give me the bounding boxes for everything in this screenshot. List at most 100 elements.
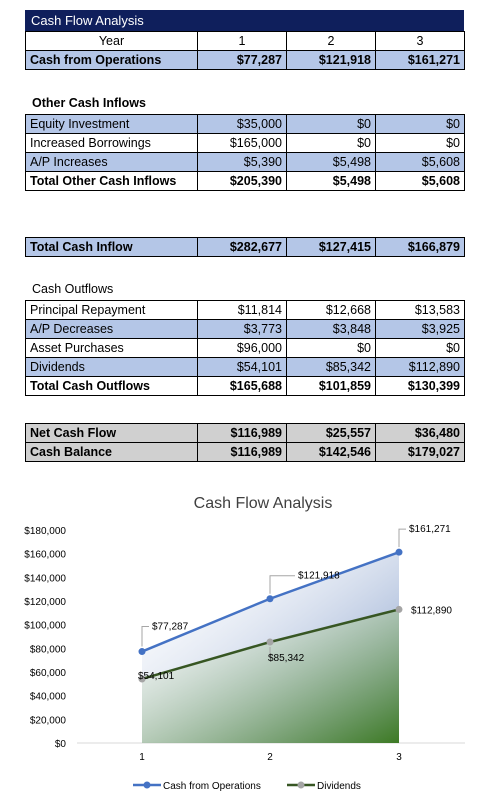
cell: $101,859 [286,376,376,396]
legend-label: Dividends [317,781,361,792]
y-tick-label: $40,000 [30,692,67,703]
leader-line [269,575,295,594]
cell: $12,668 [286,300,376,320]
cell: $96,000 [197,338,287,358]
data-point [266,595,274,603]
leader-line [398,528,406,548]
cell: $0 [375,133,465,153]
cell: $5,498 [286,152,376,172]
legend-label: Cash from Operations [163,781,261,792]
chart-legend: Cash from Operations Dividends [133,781,361,792]
total-cash-outflows-row: Total Cash Outflows $165,688 $101,859 $1… [25,376,465,396]
total-cash-inflow-row: Total Cash Inflow $282,677 $127,415 $166… [25,237,465,257]
y-tick-label: $20,000 [30,715,67,726]
cell: $112,890 [375,357,465,377]
cell: $116,989 [197,423,287,443]
cell: $165,000 [197,133,287,153]
year-2: 2 [286,31,376,51]
sheet-title-banner: Cash Flow Analysis [25,10,464,31]
table-row: A/P Increases $5,390 $5,498 $5,608 [25,152,465,172]
cell: $36,480 [375,423,465,443]
year-header-row: Year 1 2 3 [25,31,465,51]
data-point [395,605,403,613]
row-label: Total Cash Inflow [25,237,198,257]
cash-from-operations-row: Cash from Operations $77,287 $121,918 $1… [25,50,465,70]
year-label: Year [25,31,198,51]
other-inflows-table: Equity Investment $35,000 $0 $0 Increase… [25,114,465,191]
area-dividends [142,609,399,743]
cell: $54,101 [197,357,287,377]
cell: $179,027 [375,442,465,462]
table-row: Dividends $54,101 $85,342 $112,890 [25,357,465,377]
row-label: A/P Decreases [25,319,198,339]
row-label: Increased Borrowings [25,133,198,153]
cell: $35,000 [197,114,287,134]
cell: $161,271 [375,50,465,70]
cell: $282,677 [197,237,287,257]
table-row: Increased Borrowings $165,000 $0 $0 [25,133,465,153]
cell: $0 [375,338,465,358]
chart-data-labels: $77,287 $121,918 $161,271 $54,101 $85,342 $11… [138,524,452,682]
cell: $3,925 [375,319,465,339]
data-point [138,675,146,683]
total-inflow-table: Total Cash Inflow $282,677 $127,415 $166… [25,237,465,257]
cash-outflows-table: Principal Repayment $11,814 $12,668 $13,… [25,300,465,396]
x-axis: 1 2 3 [77,742,465,763]
cell: $3,773 [197,319,287,339]
y-axis: $0 $20,000 $40,000 $60,000 $80,000 $100,000 $1… [24,526,66,750]
x-tick-label: 2 [267,752,273,763]
total-other-inflows-row: Total Other Cash Inflows $205,390 $5,498… [25,171,465,191]
y-tick-label: $180,000 [24,526,66,537]
row-label: Asset Purchases [25,338,198,358]
data-point [395,548,403,556]
cell: $127,415 [286,237,376,257]
cell: $13,583 [375,300,465,320]
row-label: Dividends [25,357,198,377]
cell: $0 [286,338,376,358]
table-row: A/P Decreases $3,773 $3,848 $3,925 [25,319,465,339]
net-cash-flow-row: Net Cash Flow $116,989 $25,557 $36,480 [25,423,465,443]
net-cash-table: Net Cash Flow $116,989 $25,557 $36,480 C… [25,423,465,462]
row-label: Cash from Operations [25,50,198,70]
cell: $3,848 [286,319,376,339]
operations-table: Year 1 2 3 Cash from Operations $77,287 … [25,31,465,70]
cell: $5,498 [286,171,376,191]
y-tick-label: $160,000 [24,550,66,561]
cell: $205,390 [197,171,287,191]
y-tick-label: $80,000 [30,644,67,655]
cell: $165,688 [197,376,287,396]
cell: $25,557 [286,423,376,443]
cash-flow-chart: Cash Flow Analysis $0 $20,000 $40,000 $60,0… [24,495,465,792]
x-tick-label: 3 [396,752,402,763]
cell: $5,608 [375,171,465,191]
data-label: $161,271 [409,524,451,535]
cell: $130,399 [375,376,465,396]
cell: $116,989 [197,442,287,462]
cell: $0 [286,114,376,134]
y-tick-label: $60,000 [30,668,67,679]
data-label: $77,287 [152,622,189,633]
y-tick-label: $0 [55,739,67,750]
data-label: $121,918 [298,571,340,582]
table-row: Asset Purchases $96,000 $0 $0 [25,338,465,358]
year-1: 1 [197,31,287,51]
cash-balance-row: Cash Balance $116,989 $142,546 $179,027 [25,442,465,462]
cell: $0 [375,114,465,134]
row-label: Equity Investment [25,114,198,134]
other-inflows-heading: Other Cash Inflows [32,96,146,110]
y-tick-label: $120,000 [24,597,66,608]
table-row: Equity Investment $35,000 $0 $0 [25,114,465,134]
data-label: $85,342 [268,653,305,664]
y-tick-label: $140,000 [24,573,66,584]
legend-marker [143,781,151,789]
year-3: 3 [375,31,465,51]
legend-marker [297,781,305,789]
cell: $5,608 [375,152,465,172]
data-label: $54,101 [138,671,175,682]
cell: $5,390 [197,152,287,172]
cell: $11,814 [197,300,287,320]
data-point [266,638,274,646]
row-label: Total Other Cash Inflows [25,171,198,191]
row-label: Cash Balance [25,442,198,462]
cell: $121,918 [286,50,376,70]
